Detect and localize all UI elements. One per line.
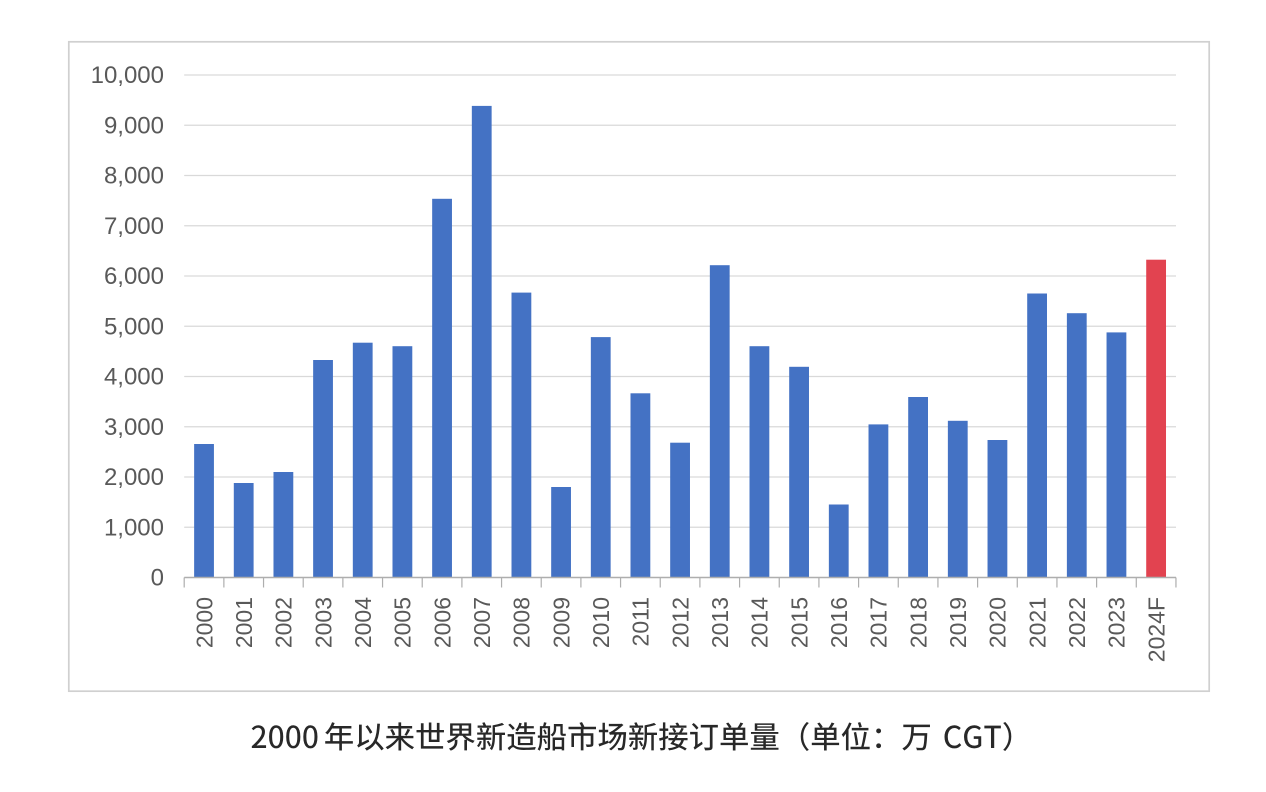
svg-text:6,000: 6,000 bbox=[104, 263, 164, 290]
svg-text:2005: 2005 bbox=[390, 597, 416, 648]
svg-text:2022: 2022 bbox=[1064, 597, 1090, 648]
svg-text:2014: 2014 bbox=[747, 597, 773, 648]
svg-text:2012: 2012 bbox=[667, 597, 693, 648]
svg-text:2004: 2004 bbox=[350, 597, 376, 648]
svg-text:3,000: 3,000 bbox=[104, 414, 164, 441]
svg-text:2013: 2013 bbox=[707, 597, 733, 648]
svg-text:2003: 2003 bbox=[310, 597, 336, 648]
svg-text:2006: 2006 bbox=[429, 597, 455, 648]
svg-text:2019: 2019 bbox=[945, 597, 971, 648]
svg-text:2010: 2010 bbox=[588, 597, 614, 648]
svg-text:2020: 2020 bbox=[985, 597, 1011, 648]
svg-text:2011: 2011 bbox=[628, 597, 654, 646]
svg-text:2,000: 2,000 bbox=[104, 464, 164, 491]
svg-text:2002: 2002 bbox=[271, 597, 297, 648]
svg-text:2001: 2001 bbox=[231, 597, 257, 648]
svg-text:4,000: 4,000 bbox=[104, 364, 164, 391]
svg-text:2018: 2018 bbox=[905, 597, 931, 648]
svg-text:1,000: 1,000 bbox=[104, 514, 164, 541]
svg-text:5,000: 5,000 bbox=[104, 313, 164, 340]
svg-text:2009: 2009 bbox=[548, 597, 574, 648]
svg-text:7,000: 7,000 bbox=[104, 213, 164, 240]
svg-text:10,000: 10,000 bbox=[91, 62, 164, 89]
svg-text:2016: 2016 bbox=[826, 597, 852, 648]
svg-text:8,000: 8,000 bbox=[104, 163, 164, 190]
svg-text:2023: 2023 bbox=[1104, 597, 1130, 648]
svg-text:9,000: 9,000 bbox=[104, 112, 164, 139]
svg-text:2021: 2021 bbox=[1024, 597, 1050, 648]
svg-text:2024F: 2024F bbox=[1143, 597, 1169, 662]
svg-text:2015: 2015 bbox=[786, 597, 812, 648]
svg-text:2017: 2017 bbox=[866, 597, 892, 648]
svg-text:0: 0 bbox=[151, 565, 164, 592]
svg-text:2007: 2007 bbox=[469, 597, 495, 648]
svg-text:2000: 2000 bbox=[191, 597, 217, 648]
svg-text:2008: 2008 bbox=[509, 597, 535, 648]
